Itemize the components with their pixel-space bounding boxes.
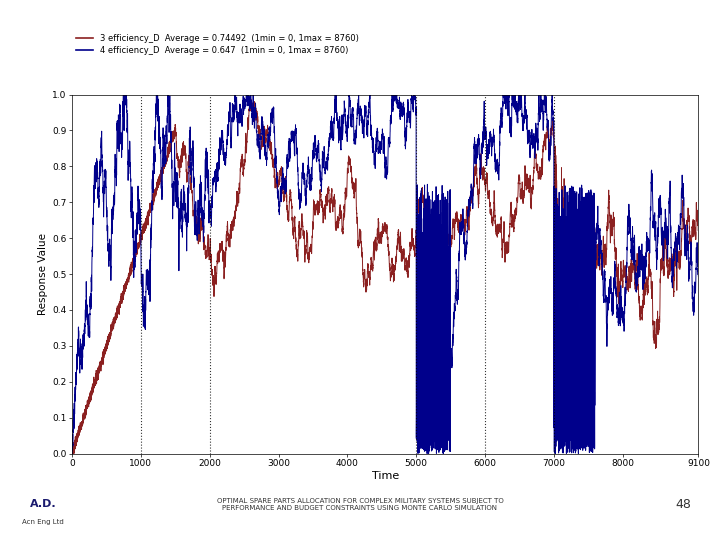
Y-axis label: Response Value: Response Value xyxy=(38,233,48,315)
Legend: 3 efficiency_D  Average = 0.74492  (1min = 0, 1max = 8760), 4 efficiency_D  Aver: 3 efficiency_D Average = 0.74492 (1min =… xyxy=(76,34,359,55)
Text: Results (Optimal Stock): Results (Optimal Stock) xyxy=(13,23,386,50)
Text: Acn Eng Ltd: Acn Eng Ltd xyxy=(22,518,64,525)
X-axis label: Time: Time xyxy=(372,471,399,481)
Text: 48: 48 xyxy=(675,498,691,511)
Text: OPTIMAL SPARE PARTS ALLOCATION FOR COMPLEX MILITARY SYSTEMS SUBJECT TO
PERFORMAN: OPTIMAL SPARE PARTS ALLOCATION FOR COMPL… xyxy=(217,498,503,511)
Text: A.D.: A.D. xyxy=(30,500,56,509)
